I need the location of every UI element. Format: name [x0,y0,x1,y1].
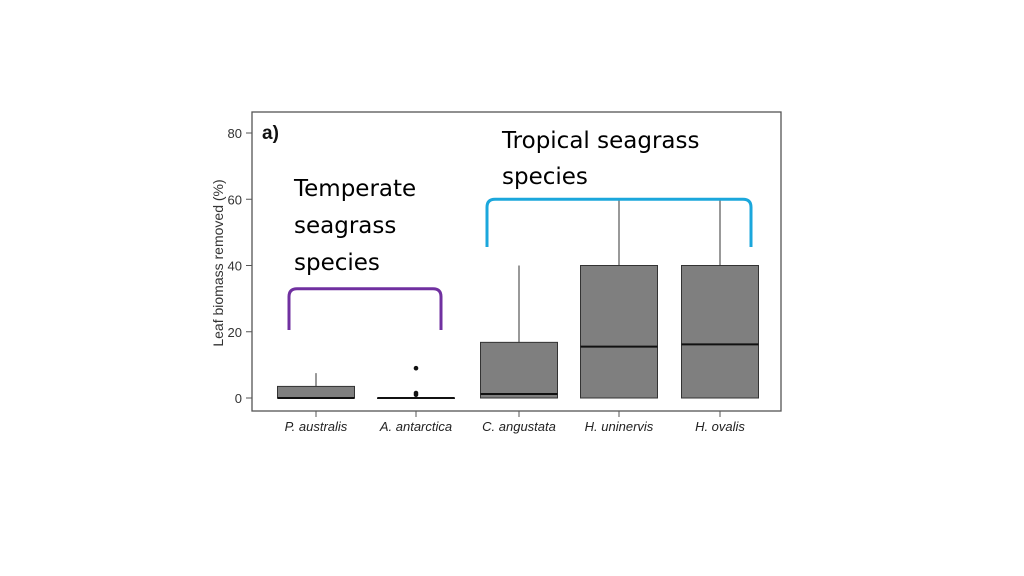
x-tick-label: H. uninervis [585,419,654,434]
outlier-point [413,365,419,371]
y-tick-label: 0 [235,391,242,406]
x-tick-label: A. antarctica [379,419,452,434]
y-tick-label: 40 [228,259,242,274]
x-tick-label: H. ovalis [695,419,745,434]
box-0 [277,373,355,399]
y-tick-label: 60 [228,192,242,207]
x-tick-label: P. australis [285,419,348,434]
box-3 [580,199,658,399]
group-bracket [485,197,753,247]
group-annotation-label: Tropical seagrass [501,128,699,154]
y-tick-label: 20 [228,325,242,340]
box-1 [377,365,455,399]
group-annotation-label: species [502,164,588,190]
panel-label: a) [262,123,279,144]
y-tick-label: 80 [228,126,242,141]
group-bracket [287,287,443,330]
box-2 [480,265,558,399]
y-axis-label: Leaf biomass removed (%) [210,179,226,346]
group-annotation-label: species [294,250,380,276]
box-4 [681,199,759,399]
outlier-point [413,390,419,396]
group-annotation-label: Temperate [293,176,416,202]
box-iqr [277,385,355,399]
box-iqr [681,265,759,399]
box-iqr [480,341,558,399]
box-iqr [580,265,658,399]
x-tick-label: C. angustata [482,419,556,434]
group-annotation-label: seagrass [294,213,396,239]
